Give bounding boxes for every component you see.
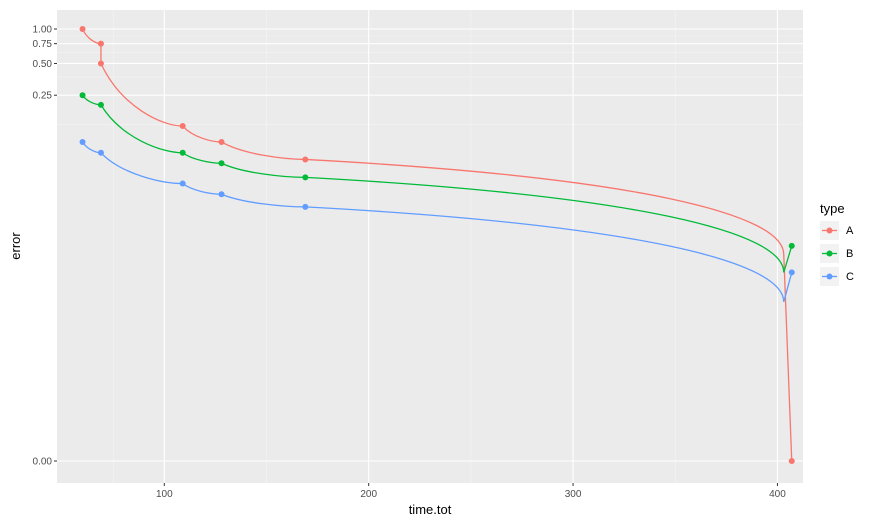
y-tick-label: 1.00 <box>33 25 53 36</box>
x-tick-label: 300 <box>565 489 582 500</box>
legend-key-point-A <box>826 227 833 234</box>
series-line-C <box>81 141 793 303</box>
series-point-B <box>218 160 225 167</box>
legend-label-B: B <box>846 248 853 260</box>
x-tick-label: 400 <box>769 489 786 500</box>
grid-major <box>57 10 803 483</box>
x-tick-label: 200 <box>360 489 377 500</box>
series-point-B <box>97 101 104 108</box>
x-tick-label: 100 <box>156 489 173 500</box>
series-point-C <box>218 191 225 198</box>
y-tick-label: 0.25 <box>33 91 53 102</box>
legend-key-point-B <box>826 250 833 257</box>
legend-label-C: C <box>846 271 854 283</box>
series-line-B <box>82 94 793 273</box>
series-line-A <box>81 28 793 462</box>
legend: type ABC <box>820 201 854 286</box>
series-point-B <box>79 92 86 99</box>
series-point-A <box>97 40 104 47</box>
series-point-A <box>302 156 309 163</box>
series-point-C <box>788 269 795 276</box>
y-axis: 0.00 0.25 0.50 0.75 1.00 <box>33 25 57 468</box>
legend-key-point-C <box>826 273 833 280</box>
y-tick-label: 0.75 <box>33 39 53 50</box>
series-layer <box>79 26 795 464</box>
series-point-C <box>79 138 86 145</box>
y-tick-label: 0.50 <box>33 59 53 70</box>
series-point-A <box>179 123 186 130</box>
legend-title: type <box>820 201 845 216</box>
x-axis: 100 200 300 400 <box>156 483 786 500</box>
series-point-B <box>788 242 795 249</box>
series-point-C <box>302 203 309 210</box>
series-point-A <box>788 458 795 464</box>
series-point-B <box>179 149 186 156</box>
y-axis-title: error <box>8 232 23 260</box>
series-point-C <box>97 149 104 156</box>
legend-label-A: A <box>846 225 854 237</box>
panel-background <box>57 10 803 483</box>
series-point-B <box>302 174 309 181</box>
series-point-A <box>79 26 86 32</box>
series-point-A <box>218 138 225 145</box>
x-axis-title: time.tot <box>409 502 452 517</box>
series-point-A <box>97 60 104 67</box>
y-tick-label: 0.00 <box>33 457 53 468</box>
series-point-C <box>179 180 186 187</box>
